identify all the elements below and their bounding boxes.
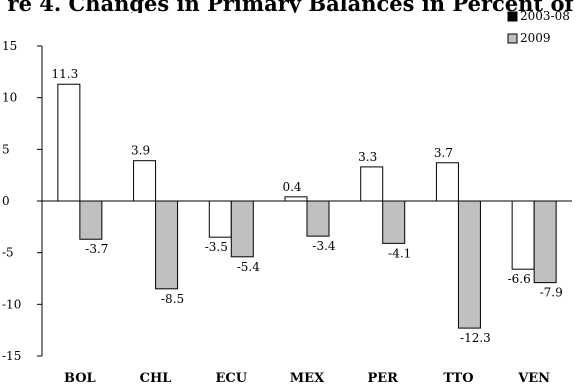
y-tick-label: -5 [2,246,14,260]
chart-title: re 4. Changes in Primary Balances in Per… [7,0,574,13]
chart-legend: 2003-08 2009 [507,9,570,45]
bar [360,166,384,202]
bar [57,83,81,202]
x-tick-label: BOL [64,371,96,385]
bar [155,200,179,290]
bar [382,200,406,244]
y-tick-label: 10 [2,91,17,105]
data-label: -7.9 [540,286,563,300]
chart-data-labels: 11.3 3.9 -3.5 0.4 3.3 3.7 -6.6 -3.7 -8.5 -5.4 -3.4… [51,67,562,345]
data-label: -3.7 [85,242,108,256]
x-tick-label: CHL [140,371,172,385]
bar [133,160,157,202]
y-tick-label: 15 [2,39,17,53]
data-label: 11.3 [51,67,78,81]
data-label: -5.4 [237,260,261,274]
y-tick-label: 0 [2,194,10,208]
data-label: 3.7 [434,146,453,160]
bar [457,200,481,329]
x-tick-label: TTO [443,371,473,385]
legend-marker-2003-08 [507,11,518,22]
legend-label: 2003-08 [520,9,570,23]
data-label: -6.6 [508,272,531,286]
legend-marker-2009 [507,33,518,44]
x-tick-label: MEX [290,371,325,385]
x-tick-label: ECU [215,371,247,385]
data-label: -3.5 [205,240,228,254]
data-label: -3.4 [312,239,336,253]
bar [533,200,557,284]
x-tick-label: VEN [517,371,550,385]
bar [79,200,103,240]
bar [306,200,330,237]
x-tick-label: PER [367,371,398,385]
y-tick-label: -10 [2,297,21,311]
bar [284,196,308,202]
data-label: 3.9 [131,144,150,158]
data-label: -8.5 [161,292,184,306]
y-tick-label: 5 [2,142,10,156]
bar [230,200,254,258]
bar [511,200,535,270]
data-label: 0.4 [282,180,301,194]
y-tick-label: -15 [2,349,21,363]
bar [208,200,232,238]
data-label: -4.1 [388,246,411,260]
chart-axes: -15 -10 -5 0 5 10 15 BOL CHL ECU MEX PER TTO VEN [2,39,572,385]
data-label: -12.3 [460,331,491,345]
chart-bars [57,83,557,329]
data-label: 3.3 [358,150,377,164]
bar [435,162,459,202]
legend-label: 2009 [520,31,551,45]
